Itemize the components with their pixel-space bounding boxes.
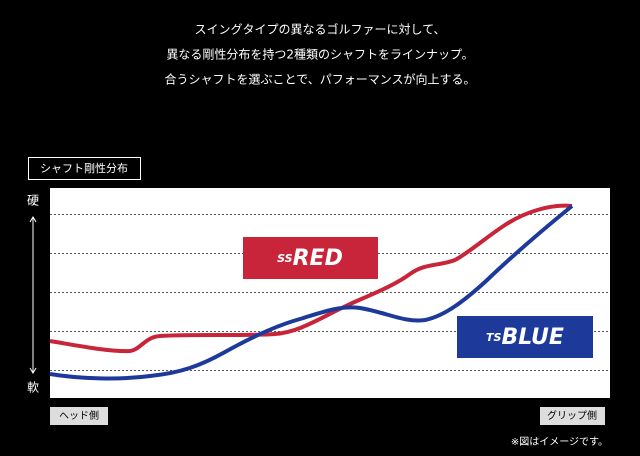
figure-title: シャフト剛性分布 bbox=[40, 161, 128, 175]
axis-arrow bbox=[29, 216, 37, 374]
blue-logo: TSBLUE bbox=[486, 325, 564, 350]
left-label-box bbox=[50, 407, 108, 425]
intro-line: 合うシャフトを選ぶことで、パフォーマンスが向上する。 bbox=[165, 72, 476, 87]
blue-logo-box bbox=[457, 316, 593, 358]
red-logo-name: RED bbox=[293, 246, 343, 271]
blue-curve bbox=[49, 204, 574, 381]
note: ※図はイメージです。 bbox=[511, 436, 608, 448]
right-label: グリップ側 bbox=[547, 409, 597, 422]
blue-logo-name: BLUE bbox=[501, 325, 563, 350]
red-logo-box bbox=[243, 237, 378, 279]
red-logo: SSRED bbox=[277, 246, 343, 271]
figure-title-box bbox=[28, 157, 141, 180]
blue-logo-prefix: TS bbox=[486, 331, 502, 344]
left-label: ヘッド側 bbox=[59, 409, 99, 422]
right-label-box bbox=[540, 407, 605, 425]
intro-line: 異なる剛性分布を持つ2種類のシャフトをラインナップ。 bbox=[166, 47, 473, 62]
axis-top-label: 硬 bbox=[27, 194, 39, 208]
intro-line: スイングタイプの異なるゴルファーに対して、 bbox=[194, 22, 445, 37]
axis-bottom-label: 軟 bbox=[27, 380, 39, 395]
red-logo-prefix: SS bbox=[277, 252, 293, 265]
